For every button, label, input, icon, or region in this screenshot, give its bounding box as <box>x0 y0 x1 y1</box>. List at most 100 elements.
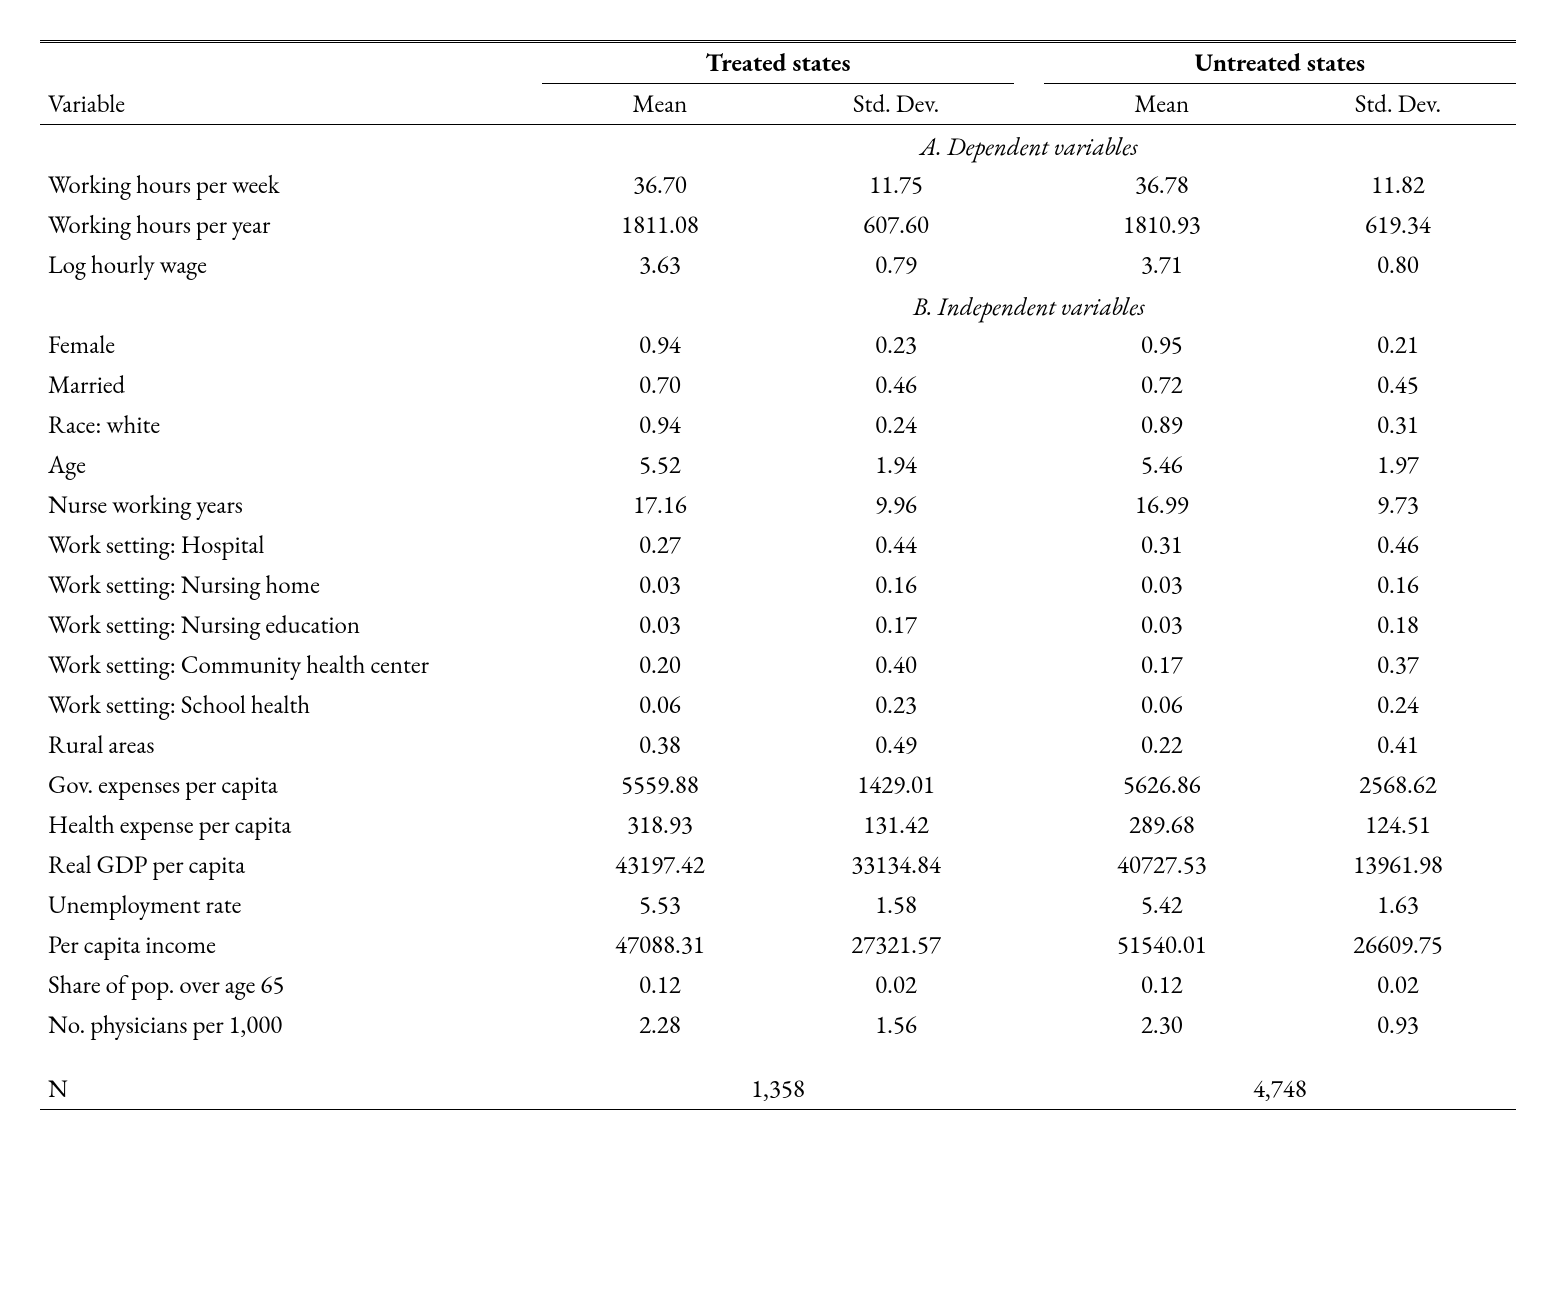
variable-name: Work setting: Community health center <box>40 645 512 685</box>
cell-u_sd: 0.24 <box>1280 685 1516 725</box>
cell-t_mean: 5.53 <box>542 885 778 925</box>
variable-name: Married <box>40 365 512 405</box>
cell-t_sd: 1.58 <box>778 885 1014 925</box>
cell-t_sd: 131.42 <box>778 805 1014 845</box>
cell-u_mean: 0.17 <box>1044 645 1280 685</box>
table-row: Per capita income47088.3127321.5751540.0… <box>40 925 1516 965</box>
cell-u_mean: 2.30 <box>1044 1005 1280 1045</box>
cell-t_mean: 318.93 <box>542 805 778 845</box>
table-row: Work setting: Nursing education 0.030.17 0… <box>40 605 1516 645</box>
col-group-untreated: Untreated states <box>1044 42 1516 84</box>
cell-u_sd: 0.45 <box>1280 365 1516 405</box>
variable-name: Working hours per year <box>40 205 512 245</box>
cell-t_mean: 5.52 <box>542 445 778 485</box>
cell-u_sd: 619.34 <box>1280 205 1516 245</box>
col-header-variable: Variable <box>40 84 512 125</box>
table-row: Working hours per year1811.08607.601810.… <box>40 205 1516 245</box>
col-header-treated-mean: Mean <box>542 84 778 125</box>
cell-u_mean: 0.31 <box>1044 525 1280 565</box>
col-header-untreated-sd: Std. Dev. <box>1280 84 1516 125</box>
cell-t_mean: 5559.88 <box>542 765 778 805</box>
cell-t_mean: 47088.31 <box>542 925 778 965</box>
cell-t_mean: 0.70 <box>542 365 778 405</box>
cell-t_sd: 0.24 <box>778 405 1014 445</box>
variable-name: Nurse working years <box>40 485 512 525</box>
cell-u_mean: 36.78 <box>1044 165 1280 205</box>
cell-u_sd: 0.37 <box>1280 645 1516 685</box>
cell-t_sd: 0.44 <box>778 525 1014 565</box>
cell-u_sd: 13961.98 <box>1280 845 1516 885</box>
cell-t_sd: 0.40 <box>778 645 1014 685</box>
cell-t_sd: 0.79 <box>778 245 1014 285</box>
cell-u_mean: 0.89 <box>1044 405 1280 445</box>
variable-name: Work setting: Nursing home <box>40 565 512 605</box>
cell-t_sd: 0.17 <box>778 605 1014 645</box>
cell-t_sd: 0.23 <box>778 685 1014 725</box>
table-row: Real GDP per capita43197.4233134.8440727… <box>40 845 1516 885</box>
cell-u_mean: 5.46 <box>1044 445 1280 485</box>
variable-name: Work setting: School health <box>40 685 512 725</box>
cell-t_sd: 1429.01 <box>778 765 1014 805</box>
variable-name: Female <box>40 325 512 365</box>
cell-u_sd: 0.18 <box>1280 605 1516 645</box>
variable-name: Health expense per capita <box>40 805 512 845</box>
cell-t_mean: 0.20 <box>542 645 778 685</box>
cell-u_mean: 1810.93 <box>1044 205 1280 245</box>
cell-u_sd: 0.02 <box>1280 965 1516 1005</box>
table-row: Married0.700.460.720.45 <box>40 365 1516 405</box>
cell-u_mean: 0.72 <box>1044 365 1280 405</box>
cell-t_mean: 0.03 <box>542 605 778 645</box>
cell-u_sd: 124.51 <box>1280 805 1516 845</box>
cell-u_mean: 40727.53 <box>1044 845 1280 885</box>
table-row: Work setting: Hospital0.270.440.310.46 <box>40 525 1516 565</box>
table-row: Rural areas0.380.490.220.41 <box>40 725 1516 765</box>
variable-name: Rural areas <box>40 725 512 765</box>
cell-u_mean: 5626.86 <box>1044 765 1280 805</box>
cell-t_mean: 0.94 <box>542 405 778 445</box>
variable-name: Real GDP per capita <box>40 845 512 885</box>
table-row: Log hourly wage3.630.793.710.80 <box>40 245 1516 285</box>
cell-t_sd: 27321.57 <box>778 925 1014 965</box>
cell-t_mean: 0.06 <box>542 685 778 725</box>
cell-u_sd: 0.46 <box>1280 525 1516 565</box>
cell-u_sd: 1.97 <box>1280 445 1516 485</box>
cell-t_sd: 0.02 <box>778 965 1014 1005</box>
panel-label-row: B. Independent variables <box>40 285 1516 325</box>
cell-u_sd: 0.21 <box>1280 325 1516 365</box>
cell-t_mean: 36.70 <box>542 165 778 205</box>
panel-label: A. Dependent variables <box>542 125 1516 166</box>
col-header-untreated-mean: Mean <box>1044 84 1280 125</box>
n-treated: 1,358 <box>542 1045 1014 1110</box>
variable-name: Share of pop. over age 65 <box>40 965 512 1005</box>
variable-name: Age <box>40 445 512 485</box>
cell-t_mean: 0.12 <box>542 965 778 1005</box>
cell-u_mean: 0.03 <box>1044 565 1280 605</box>
cell-u_mean: 5.42 <box>1044 885 1280 925</box>
table-row: Work setting: School health0.060.230.060… <box>40 685 1516 725</box>
cell-u_mean: 0.95 <box>1044 325 1280 365</box>
summary-stats-table: Treated states Untreated states Variable… <box>40 40 1516 1110</box>
cell-u_mean: 0.12 <box>1044 965 1280 1005</box>
cell-t_mean: 0.03 <box>542 565 778 605</box>
cell-u_mean: 16.99 <box>1044 485 1280 525</box>
cell-u_sd: 11.82 <box>1280 165 1516 205</box>
cell-t_mean: 3.63 <box>542 245 778 285</box>
cell-u_mean: 3.71 <box>1044 245 1280 285</box>
table-row: Work setting: Nursing home0.030.160.030.… <box>40 565 1516 605</box>
cell-t_mean: 0.38 <box>542 725 778 765</box>
cell-u_sd: 2568.62 <box>1280 765 1516 805</box>
table-row: No. physicians per 1,0002.281.562.300.93 <box>40 1005 1516 1045</box>
variable-name: Work setting: Nursing education <box>40 605 512 645</box>
variable-name: Working hours per week <box>40 165 512 205</box>
cell-u_mean: 51540.01 <box>1044 925 1280 965</box>
table-row: Working hours per week 36.7011.75 36.7811.… <box>40 165 1516 205</box>
table-row: Nurse working years17.169.9616.999.73 <box>40 485 1516 525</box>
cell-t_mean: 2.28 <box>542 1005 778 1045</box>
table-row: Race: white0.940.240.890.31 <box>40 405 1516 445</box>
cell-t_mean: 17.16 <box>542 485 778 525</box>
cell-u_sd: 9.73 <box>1280 485 1516 525</box>
cell-t_sd: 607.60 <box>778 205 1014 245</box>
cell-u_sd: 0.31 <box>1280 405 1516 445</box>
cell-t_sd: 11.75 <box>778 165 1014 205</box>
cell-u_mean: 0.06 <box>1044 685 1280 725</box>
